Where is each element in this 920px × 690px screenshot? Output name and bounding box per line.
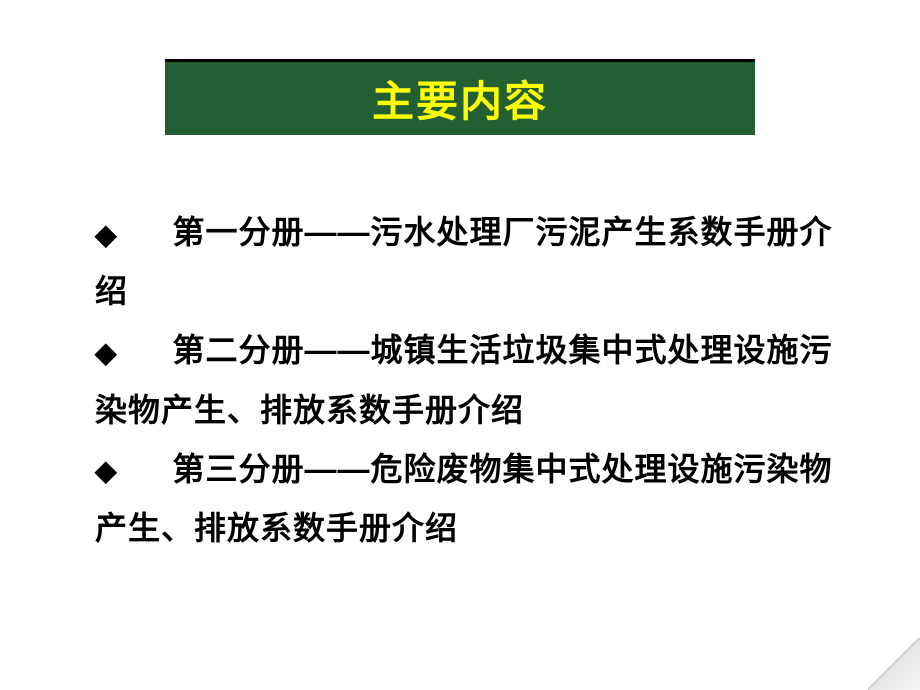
title-text: 主要内容: [372, 68, 548, 129]
bullet-marker: ◆: [95, 209, 118, 261]
page-corner-fold: [868, 638, 920, 690]
content-area: ◆ 第一分册——污水处理厂污泥产生系数手册介绍 ◆ 第二分册——城镇生活垃圾集中…: [95, 203, 855, 558]
bullet-item: ◆ 第二分册——城镇生活垃圾集中式处理设施污染物产生、排放系数手册介绍: [95, 321, 855, 439]
bullet-text: 第二分册——城镇生活垃圾集中式处理设施污染物产生、排放系数手册介绍: [95, 332, 833, 427]
bullet-marker: ◆: [95, 327, 118, 379]
bullet-item: ◆ 第三分册——危险废物集中式处理设施污染物产生、排放系数手册介绍: [95, 440, 855, 558]
bullet-text: 第三分册——危险废物集中式处理设施污染物产生、排放系数手册介绍: [95, 451, 833, 546]
bullet-item: ◆ 第一分册——污水处理厂污泥产生系数手册介绍: [95, 203, 855, 321]
bullet-marker: ◆: [95, 445, 118, 497]
title-bar: 主要内容: [165, 59, 755, 135]
bullet-text: 第一分册——污水处理厂污泥产生系数手册介绍: [95, 214, 833, 309]
